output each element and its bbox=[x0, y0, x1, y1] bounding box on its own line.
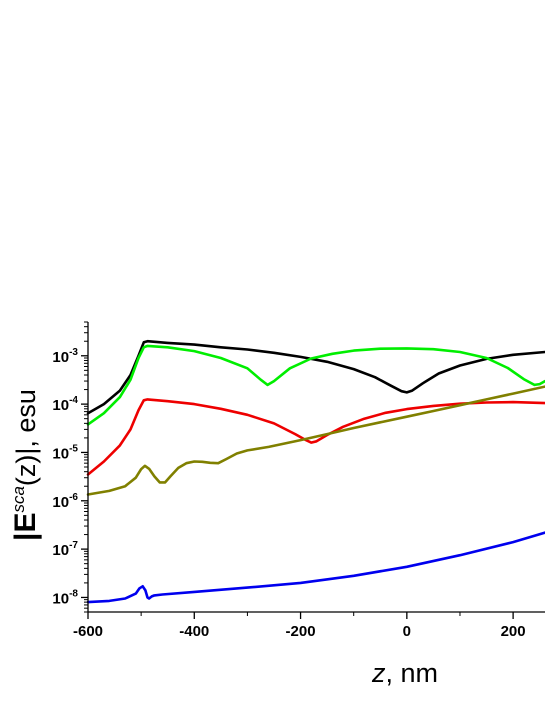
y-tick-label: 10-4 bbox=[52, 395, 78, 414]
ticks-layer: -600 -400 -200 0 200 10-3 10-4 10-5 10-6 10-7 10-8 bbox=[52, 321, 526, 640]
y-axis-magnitude: |E bbox=[9, 513, 42, 541]
x-axis-title: z, nm bbox=[371, 658, 438, 688]
x-tick-label: 200 bbox=[501, 623, 526, 640]
y-axis-title: |Esca(z)|, esu bbox=[9, 389, 42, 541]
y-axis-superscript: sca bbox=[9, 486, 28, 512]
x-tick-label: -200 bbox=[286, 623, 316, 640]
series-line-2 bbox=[86, 344, 545, 426]
x-tick-label: 0 bbox=[403, 623, 411, 640]
x-axis-variable: z bbox=[371, 658, 386, 688]
x-tick-label: -600 bbox=[73, 623, 103, 640]
y-tick-label: 10-3 bbox=[52, 347, 78, 366]
x-tick-label: -400 bbox=[179, 623, 209, 640]
y-tick-label: 10-6 bbox=[52, 492, 78, 511]
series-line-3 bbox=[86, 398, 545, 476]
y-tick-label: 10-8 bbox=[52, 588, 78, 607]
y-axis-unit: , esu bbox=[11, 389, 41, 448]
axes-layer bbox=[87, 322, 545, 613]
y-tick-label: 10-7 bbox=[52, 540, 78, 559]
series-line-5 bbox=[86, 531, 545, 604]
y-axis-argument: (z)| bbox=[11, 448, 41, 487]
series-line-4 bbox=[86, 385, 545, 496]
y-tick-label: 10-5 bbox=[52, 443, 78, 462]
series-layer bbox=[86, 339, 545, 604]
x-axis-unit: , nm bbox=[385, 658, 438, 688]
